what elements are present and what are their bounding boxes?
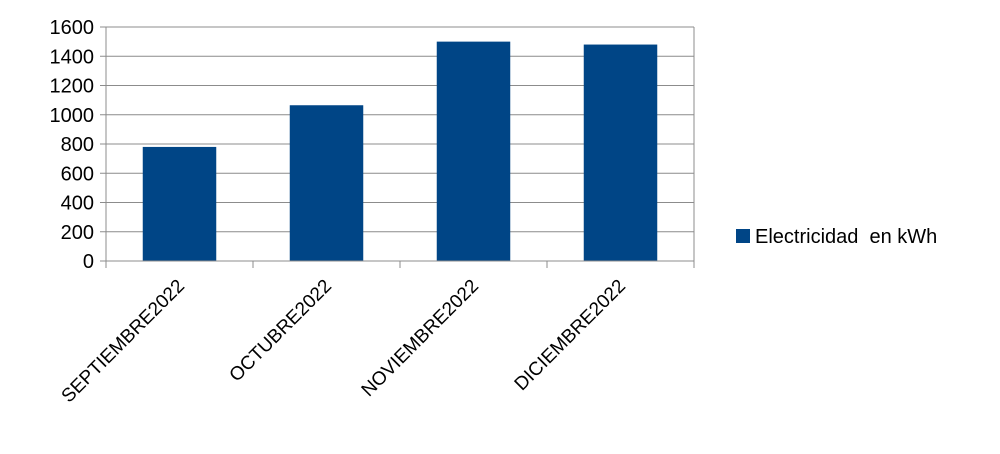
- legend: Electricidad en kWh: [736, 226, 937, 248]
- x-tick-labels: SEPTIEMBRE2022 OCTUBRE2022 NOVIEMBRE2022 DI…: [58, 276, 630, 407]
- bar: [436, 41, 511, 261]
- bar: [289, 105, 364, 262]
- y-tick-label: 0: [83, 251, 94, 273]
- x-tick-label: SEPTIEMBRE2022: [58, 276, 189, 407]
- y-tick-label: 400: [61, 193, 94, 215]
- x-tick-label: OCTUBRE2022: [226, 276, 336, 386]
- y-tick-label: 600: [61, 163, 94, 185]
- x-tick-label: NOVIEMBRE2022: [358, 276, 483, 401]
- y-tick-label: 1000: [50, 105, 95, 127]
- y-tick-labels: 0 200 400 600 800 1000 1200 1400 1600: [50, 17, 95, 273]
- x-tick-label: DICIEMBRE2022: [511, 276, 630, 395]
- y-tick-label: 1200: [50, 76, 95, 98]
- y-tick-label: 800: [61, 134, 94, 156]
- y-tick-label: 1400: [50, 46, 95, 68]
- bar: [583, 44, 658, 261]
- y-tick-label: 1600: [50, 17, 95, 39]
- axes: [100, 26, 695, 268]
- y-tick-label: 200: [61, 222, 94, 244]
- legend-swatch: [736, 229, 750, 243]
- bar: [142, 146, 217, 261]
- bars: [142, 41, 658, 262]
- legend-label: Electricidad en kWh: [755, 226, 937, 248]
